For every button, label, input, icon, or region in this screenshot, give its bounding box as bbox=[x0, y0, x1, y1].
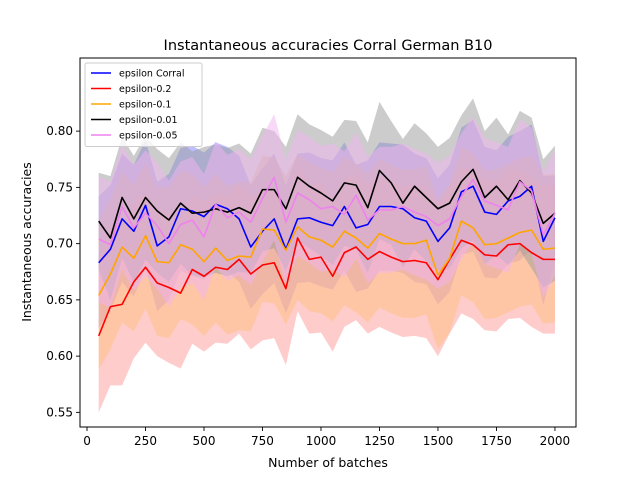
x-axis: 0 250 500 750 1000 1250 1500 1750 2000 bbox=[83, 427, 570, 448]
plot-frame bbox=[79, 57, 577, 428]
legend-label-4: epsilon-0.05 bbox=[119, 131, 178, 142]
line-series-4 bbox=[98, 176, 556, 246]
chart-title: Instantaneous accuracies Corral German B… bbox=[164, 38, 493, 54]
y-tick-label-0: 0.55 bbox=[46, 405, 73, 419]
x-tick-label-8: 2000 bbox=[540, 434, 571, 448]
x-axis-label: Number of batches bbox=[268, 455, 388, 470]
line-series-3 bbox=[98, 168, 556, 239]
y-axis-label: Instantaneous accuracies bbox=[19, 162, 34, 322]
confidence-bands bbox=[98, 98, 555, 413]
series-lines bbox=[97, 168, 556, 337]
line-series-2 bbox=[98, 220, 556, 296]
x-tick-label-2: 500 bbox=[193, 434, 216, 448]
x-tick-label-4: 1000 bbox=[306, 434, 337, 448]
legend-box bbox=[84, 62, 203, 147]
y-tick-label-5: 0.80 bbox=[46, 124, 73, 138]
x-tick-label-5: 1250 bbox=[364, 434, 395, 448]
line-series-0 bbox=[98, 185, 556, 264]
x-tick-label-3: 750 bbox=[251, 434, 274, 448]
legend-label-3: epsilon-0.01 bbox=[119, 115, 178, 126]
y-tick-label-3: 0.70 bbox=[46, 237, 73, 251]
y-tick-label-1: 0.60 bbox=[46, 349, 73, 363]
legend: epsilon Corral epsilon-0.2 epsilon-0.1 epsi… bbox=[84, 62, 203, 147]
x-tick-label-0: 0 bbox=[83, 434, 91, 448]
line-series-1 bbox=[97, 237, 555, 337]
legend-label-1: epsilon-0.2 bbox=[119, 84, 171, 95]
legend-label-0: epsilon Corral bbox=[119, 69, 185, 80]
y-tick-label-2: 0.65 bbox=[46, 293, 73, 307]
x-tick-label-1: 250 bbox=[134, 434, 157, 448]
x-tick-label-6: 1500 bbox=[423, 434, 454, 448]
band-series-4 bbox=[98, 114, 555, 308]
y-axis: 0.55 0.60 0.65 0.70 0.75 0.80 bbox=[46, 124, 80, 419]
y-tick-label-4: 0.75 bbox=[46, 180, 73, 194]
x-tick-label-7: 1750 bbox=[481, 434, 512, 448]
legend-label-2: epsilon-0.1 bbox=[119, 100, 171, 111]
